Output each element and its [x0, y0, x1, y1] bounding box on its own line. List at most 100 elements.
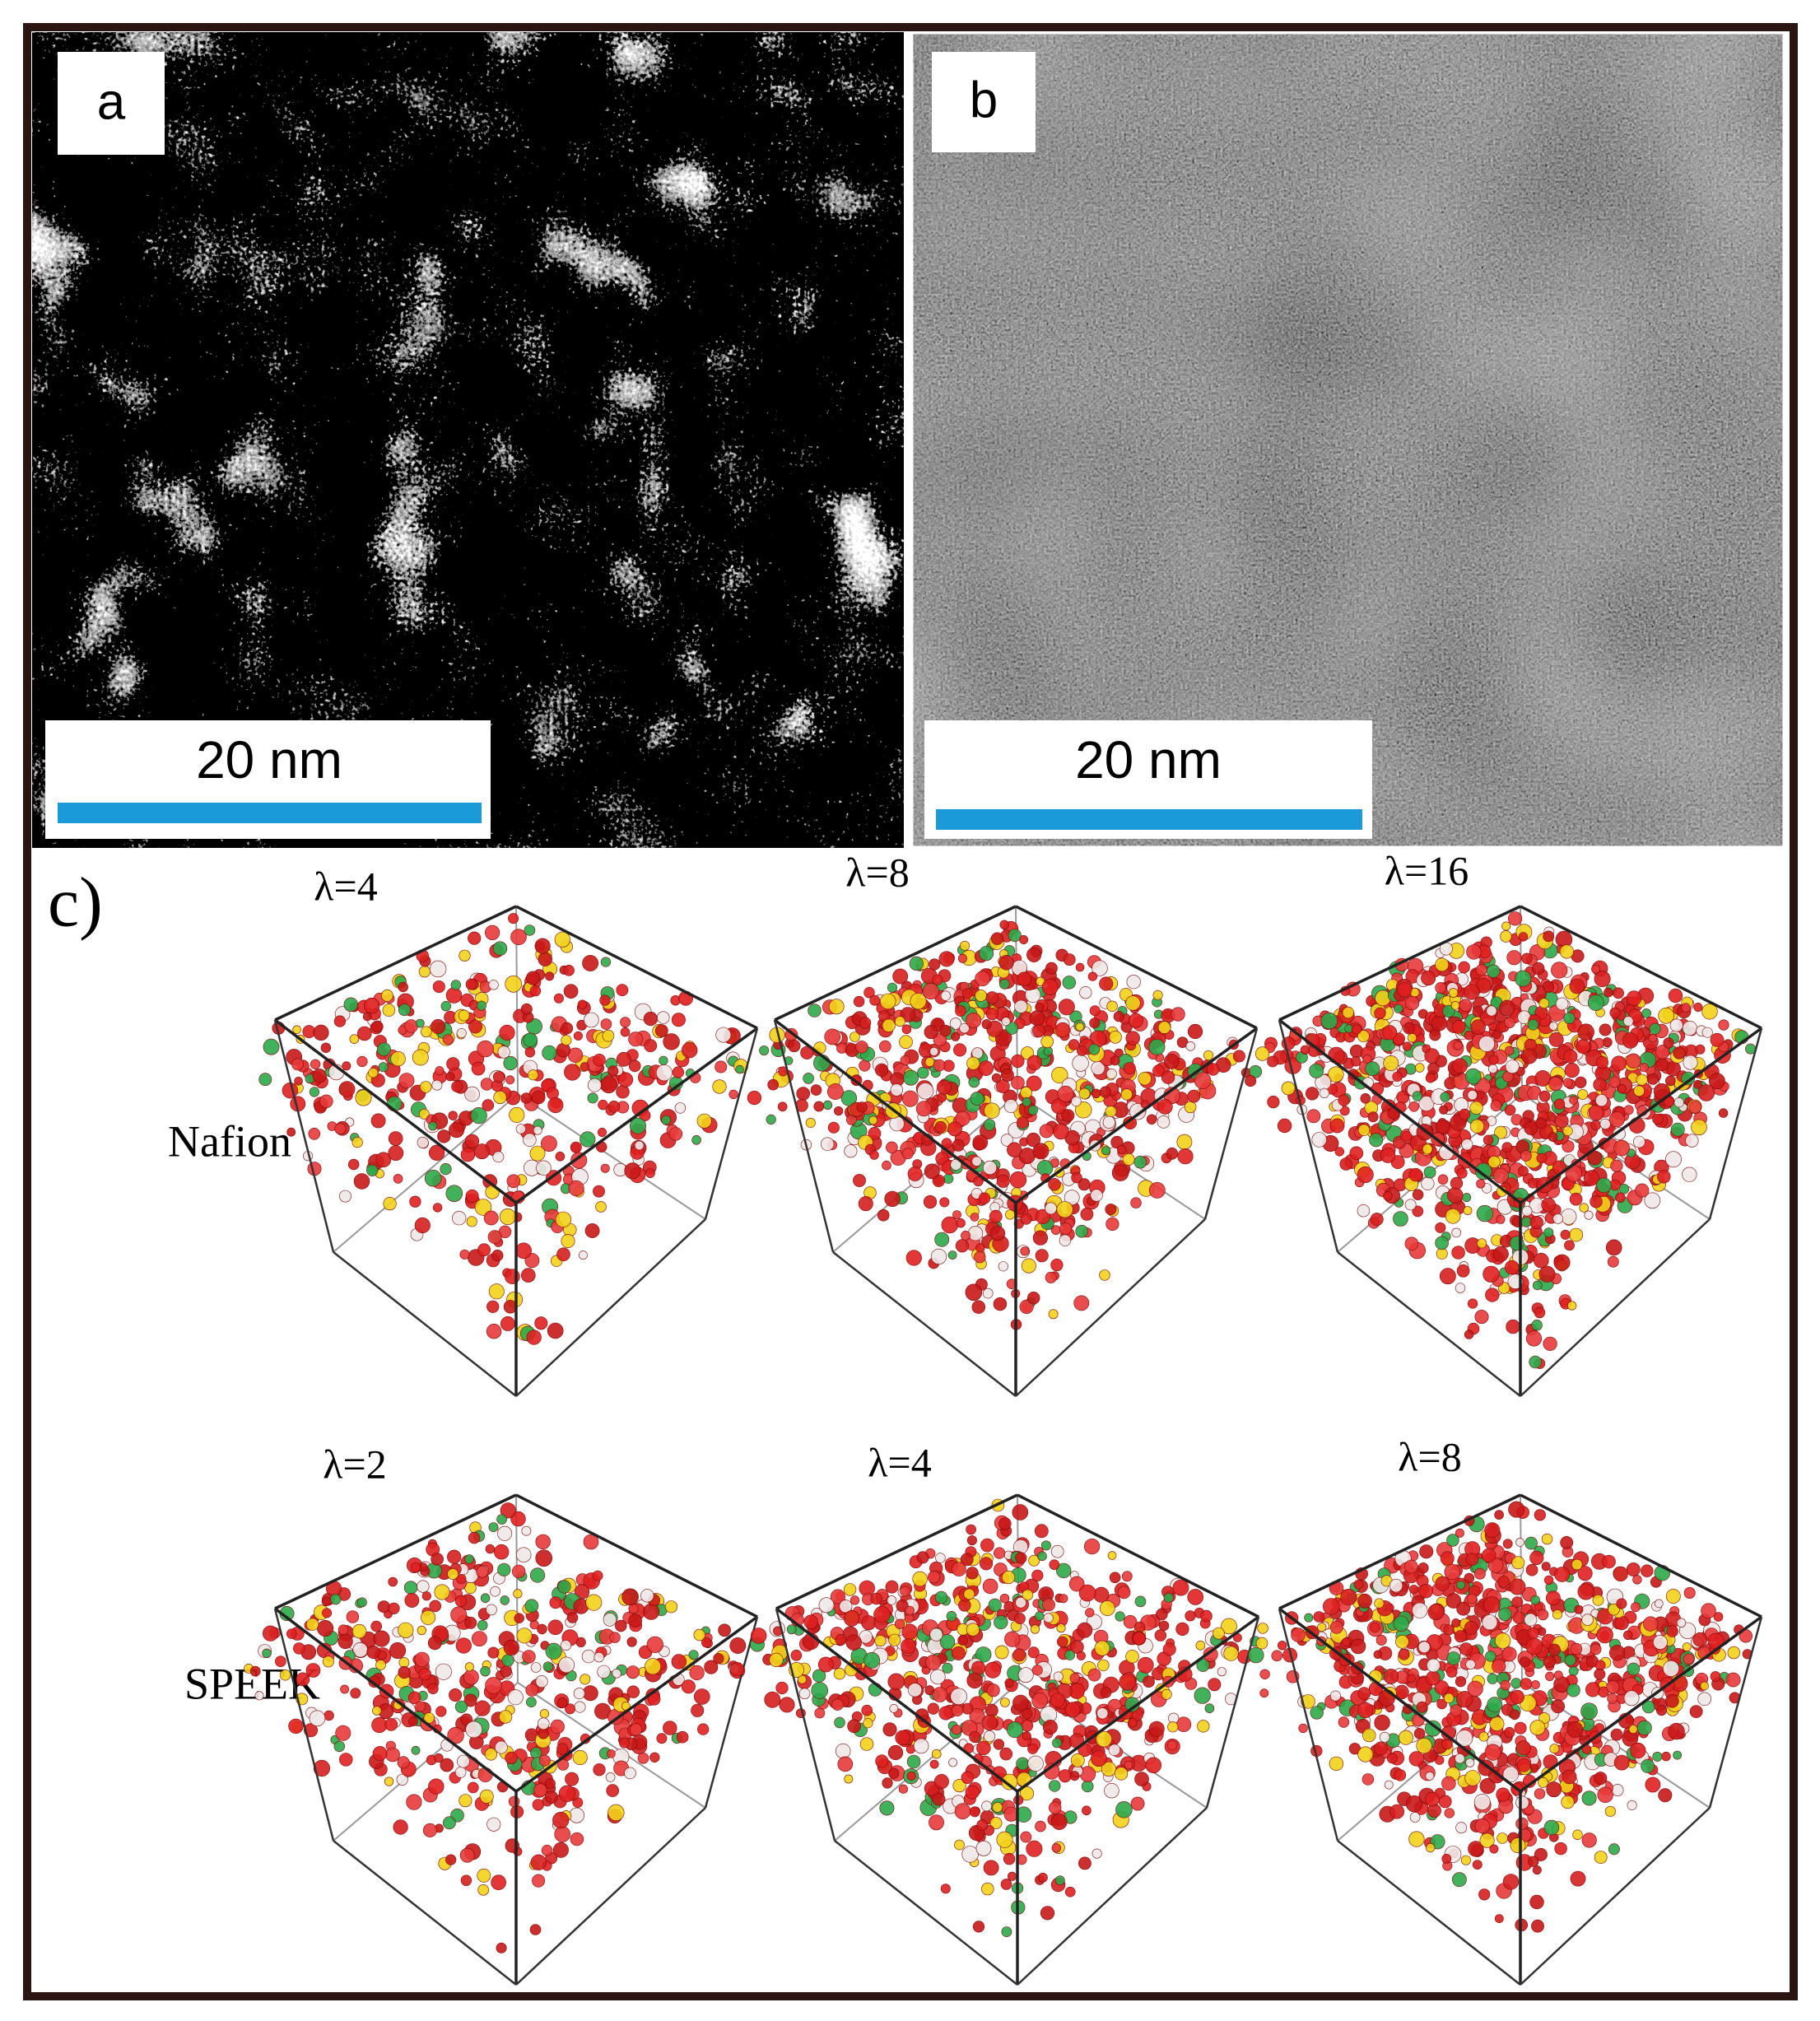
atom: [474, 1143, 490, 1160]
atom: [573, 1688, 585, 1700]
column-label: λ=16: [1385, 847, 1469, 893]
atom: [1037, 1551, 1047, 1562]
atom: [915, 1101, 932, 1117]
atom: [868, 1115, 878, 1125]
atom: [962, 988, 973, 999]
atom: [537, 1717, 550, 1730]
atom: [1455, 1730, 1473, 1747]
atom: [476, 1000, 486, 1011]
atom: [905, 1605, 915, 1616]
atom: [1221, 1618, 1237, 1635]
atom: [520, 1268, 536, 1283]
atom: [486, 1817, 501, 1832]
atom: [434, 1753, 444, 1763]
atom: [1446, 1534, 1459, 1547]
cube-edge: [773, 1018, 1017, 1204]
atom: [1435, 1236, 1449, 1250]
atom: [1718, 1019, 1729, 1031]
atom: [427, 1636, 442, 1651]
atom: [975, 1243, 985, 1253]
atom: [510, 1511, 526, 1527]
atom: [1357, 1030, 1370, 1043]
atom: [1298, 1723, 1308, 1734]
atom: [916, 1551, 929, 1564]
atom: [750, 1628, 767, 1644]
atom: [1531, 1919, 1544, 1933]
atom: [533, 1125, 542, 1135]
atom: [1656, 1705, 1668, 1716]
cube-edge: [1017, 1493, 1259, 1618]
atom: [1521, 952, 1533, 965]
atom: [620, 1027, 631, 1037]
atom: [989, 1209, 1003, 1223]
atom: [366, 1164, 379, 1176]
atom: [655, 1064, 673, 1082]
atom: [480, 1078, 494, 1091]
atom: [1510, 1689, 1524, 1704]
atom: [1078, 1584, 1096, 1602]
atom: [523, 1032, 538, 1047]
atom: [570, 1832, 584, 1846]
atom: [1548, 1032, 1564, 1047]
atom: [1682, 1642, 1692, 1652]
atom: [1466, 944, 1482, 960]
atom: [1064, 1190, 1080, 1206]
atom: [960, 940, 971, 951]
atom: [372, 1706, 382, 1716]
atom: [1424, 1048, 1440, 1064]
atom: [566, 1612, 579, 1623]
atom: [388, 1145, 404, 1162]
atom: [286, 1127, 296, 1137]
atom: [1040, 1906, 1055, 1921]
atom: [1451, 1227, 1461, 1238]
atom: [337, 1633, 353, 1649]
atom: [886, 1141, 898, 1154]
atom: [1532, 1865, 1542, 1875]
atom: [1427, 1604, 1445, 1621]
atom: [903, 1069, 919, 1086]
atom: [1393, 1615, 1409, 1632]
atom: [1551, 962, 1568, 979]
atom: [1245, 1075, 1257, 1087]
atom: [975, 1840, 992, 1856]
atom: [879, 1800, 895, 1816]
atom: [1416, 1701, 1428, 1713]
atom: [491, 1874, 506, 1890]
atom: [1106, 1000, 1118, 1013]
atom: [418, 1667, 431, 1681]
atom: [831, 1698, 844, 1711]
atom: [993, 1739, 1005, 1750]
atom: [1427, 1658, 1441, 1673]
atom: [529, 1567, 546, 1583]
atom: [507, 1689, 524, 1706]
cube-edge: [514, 1615, 759, 1793]
atom: [1594, 971, 1611, 988]
atom: [1515, 1817, 1529, 1830]
cube-edge: [1337, 1251, 1521, 1397]
atom: [1536, 1153, 1548, 1164]
atom: [1117, 1586, 1131, 1600]
atom: [1500, 1679, 1510, 1691]
atom: [637, 1753, 649, 1764]
atom: [1515, 1538, 1524, 1547]
atom: [1068, 1576, 1085, 1592]
atom: [526, 1329, 542, 1345]
atom: [605, 1772, 616, 1782]
atom: [1665, 1151, 1682, 1168]
cube-edge: [1278, 905, 1521, 1022]
atom: [645, 1168, 655, 1178]
atom: [1435, 1222, 1446, 1233]
atom: [514, 1613, 524, 1623]
atom: [1049, 1559, 1060, 1570]
atom: [1194, 1072, 1212, 1089]
atom: [498, 1710, 513, 1724]
atom: [856, 1101, 868, 1113]
atom: [1441, 1853, 1452, 1864]
atom: [1636, 1073, 1648, 1086]
atom: [1064, 1650, 1075, 1660]
atom: [440, 1000, 451, 1012]
atom: [960, 1553, 974, 1567]
atom: [468, 1019, 482, 1034]
atom: [1334, 1147, 1345, 1157]
